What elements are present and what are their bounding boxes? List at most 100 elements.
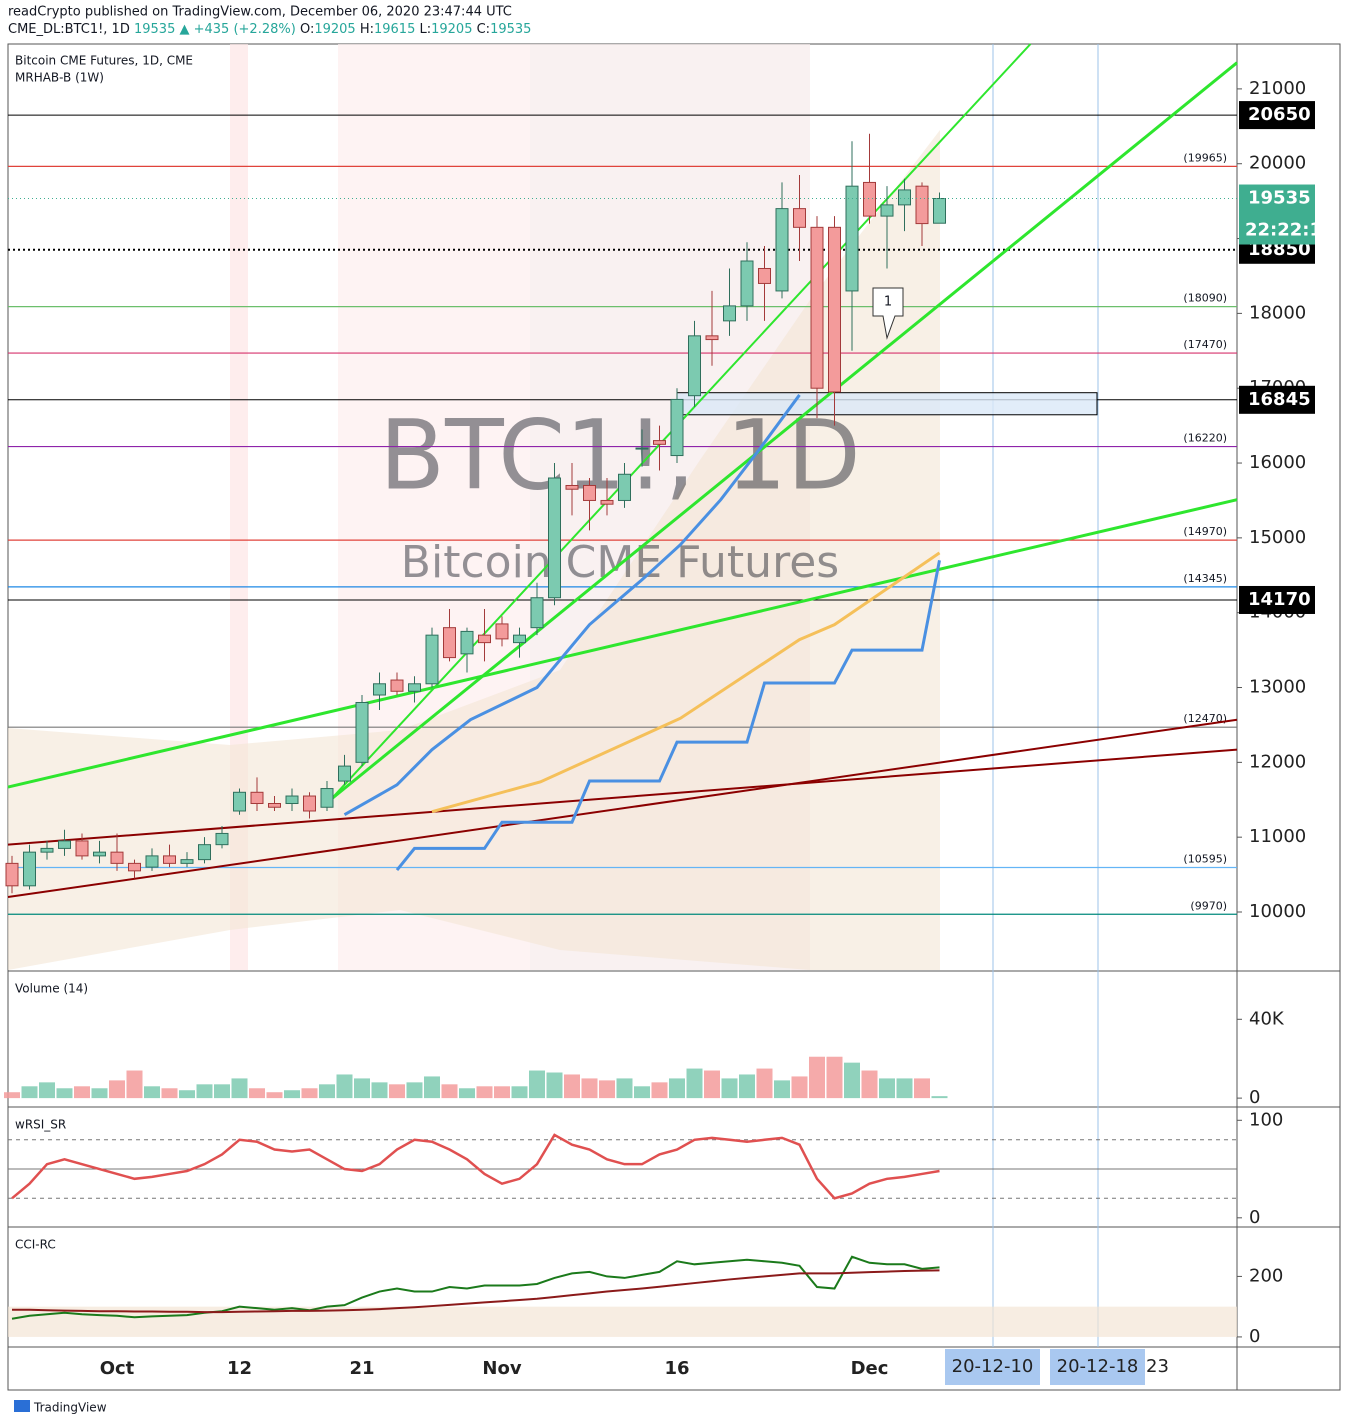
candle-body (145, 855, 159, 868)
candle-body (915, 185, 929, 225)
x-tick-label: 16 (664, 1358, 689, 1379)
h-label: H: (360, 22, 374, 37)
pane-title: Volume (14) (15, 982, 88, 996)
overlay-line (7, 498, 1238, 789)
candle-body (425, 634, 439, 685)
volume-bar (214, 1084, 230, 1099)
volume-bar (231, 1078, 248, 1099)
last-box (1239, 184, 1315, 245)
volume-bar (686, 1068, 703, 1099)
candle-body (810, 226, 824, 389)
volume-bar (564, 1074, 580, 1099)
price-box (1239, 101, 1315, 130)
x-tick-label: 12 (227, 1358, 252, 1379)
candle-body (233, 791, 246, 812)
candle-body (723, 305, 736, 322)
volume-bar (634, 1086, 650, 1099)
volume-bar (319, 1084, 335, 1099)
date-marker: 20-12-10 (952, 1356, 1034, 1377)
volume-bar (284, 1090, 300, 1099)
candle-body (583, 484, 596, 501)
volume-bar (704, 1070, 720, 1099)
y-tick-label: 13000 (1249, 677, 1306, 698)
candle-body (758, 267, 771, 284)
cci-line (11, 1255, 940, 1320)
candle-body (530, 597, 544, 629)
volume-bar (4, 1092, 20, 1099)
volume-bar (74, 1086, 90, 1099)
volume-bar (581, 1078, 598, 1099)
candle-body (250, 791, 264, 805)
candle-body (880, 204, 894, 217)
volume-bar (91, 1088, 108, 1099)
candle-body (548, 477, 561, 599)
volume-bar (826, 1056, 843, 1099)
zone (676, 392, 1098, 416)
level-label: (16220) (1183, 432, 1227, 445)
y-tick-label: 200 (1249, 1265, 1283, 1286)
volume-bar (301, 1088, 318, 1099)
note-bubble (872, 287, 904, 340)
overlay-line (329, 61, 1238, 801)
volume-bar (879, 1078, 895, 1099)
candle-body (478, 634, 491, 644)
volume-bar (861, 1070, 878, 1099)
y-tick-label: 0 (1249, 1326, 1260, 1347)
candle-body (845, 185, 859, 292)
price-box-label: 20650 (1248, 104, 1311, 125)
last: 19535 (134, 22, 175, 37)
volume-bar (371, 1082, 388, 1099)
x-tick-label: Oct (100, 1358, 135, 1379)
level-label: (19965) (1183, 151, 1227, 164)
o-label: O: (300, 22, 314, 37)
y-tick-label: 10000 (1249, 901, 1306, 922)
y-tick-label: 11000 (1249, 826, 1306, 847)
volume-bar (56, 1088, 73, 1099)
volume-bar (389, 1084, 405, 1099)
l-label: L: (419, 22, 431, 37)
volume-bar (931, 1096, 948, 1099)
c-label: C: (477, 22, 490, 37)
symbol: CME_DL:BTC1!, 1D (8, 22, 130, 37)
candle-body (390, 679, 404, 692)
volume-bar (406, 1082, 423, 1099)
candle-body (460, 630, 474, 655)
candle-body (513, 634, 526, 644)
y-tick-label: 21000 (1249, 78, 1306, 99)
candle-body (23, 851, 36, 887)
candle-body (828, 226, 841, 393)
x-tick-label: Dec (851, 1358, 889, 1379)
change: ▲ +435 (+2.28%) (179, 22, 295, 37)
volume-bar (546, 1072, 563, 1099)
footer: TradingView (33, 1401, 107, 1415)
x-tick-label: Nov (482, 1358, 521, 1379)
volume-bar (616, 1078, 633, 1099)
publisher: readCrypto published on TradingView.com,… (8, 5, 512, 20)
pane-title: Bitcoin CME Futures, 1D, CME (15, 54, 193, 68)
c-value: 19535 (490, 22, 531, 37)
volume-bar (844, 1062, 860, 1099)
price-box (1239, 585, 1315, 614)
h-value: 19615 (374, 22, 415, 37)
cci-line (12, 1269, 940, 1314)
pane-title: wRSI_SR (15, 1118, 66, 1132)
candle-body (320, 788, 334, 808)
volume-bar (896, 1078, 913, 1099)
candle-body (303, 795, 316, 812)
volume-bar (161, 1088, 178, 1099)
price-box-label: 14170 (1248, 589, 1311, 610)
indicator-name: MRHAB-B (1W) (15, 71, 104, 85)
y-tick-label: 100 (1249, 1109, 1283, 1130)
volume-bar (651, 1082, 668, 1099)
volume-bar (791, 1076, 808, 1099)
candle-body (93, 851, 106, 857)
candle-body (793, 208, 806, 228)
pane-title: CCI-RC (15, 1238, 56, 1252)
level-label: (9970) (1190, 899, 1227, 912)
volume-bar (459, 1088, 475, 1099)
candle-body (110, 851, 124, 864)
y-tick-label: 12000 (1249, 751, 1306, 772)
volume-bar (756, 1068, 773, 1099)
